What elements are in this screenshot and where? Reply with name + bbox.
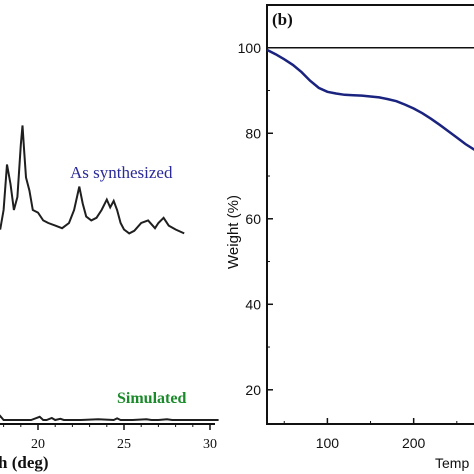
panel-a-series <box>0 125 219 422</box>
x-tick-label: 200 <box>402 435 426 451</box>
y-tick-label: 100 <box>238 40 262 56</box>
x-tick-label: 100 <box>316 435 340 451</box>
panel-a-ticks: 20 25 30 <box>3 424 217 452</box>
panel-b-x-axis-label: Temp <box>435 455 469 471</box>
y-tick-label: 80 <box>245 125 261 141</box>
panel-b-label: (b) <box>272 10 293 29</box>
panel-b-frame <box>266 4 474 425</box>
y-tick-label: 40 <box>245 296 261 312</box>
panel-a-x-axis-label: h (deg) <box>0 453 49 472</box>
x-tick-label: 25 <box>117 437 131 452</box>
series-as-synthesized <box>0 125 185 235</box>
series-weight-loss <box>266 48 474 151</box>
y-tick-label: 20 <box>245 382 261 398</box>
panel-a: 20 25 30 As synthesized Simulated h (deg) <box>0 125 219 472</box>
series-label-simulated: Simulated <box>117 390 186 407</box>
x-tick-label: 20 <box>31 437 45 452</box>
x-tick-label: 30 <box>203 437 217 452</box>
panel-b-ticks: 20 40 60 80 100 100 200 <box>238 4 458 451</box>
series-simulated <box>0 414 219 422</box>
panel-b: 20 40 60 80 100 100 200 (b) Weight (%) Temp <box>225 4 474 471</box>
panel-b-y-axis-label: Weight (%) <box>225 195 242 269</box>
series-label-as-synthesized: As synthesized <box>70 163 173 182</box>
y-tick-label: 60 <box>245 211 261 227</box>
panel-b-series <box>266 48 474 151</box>
